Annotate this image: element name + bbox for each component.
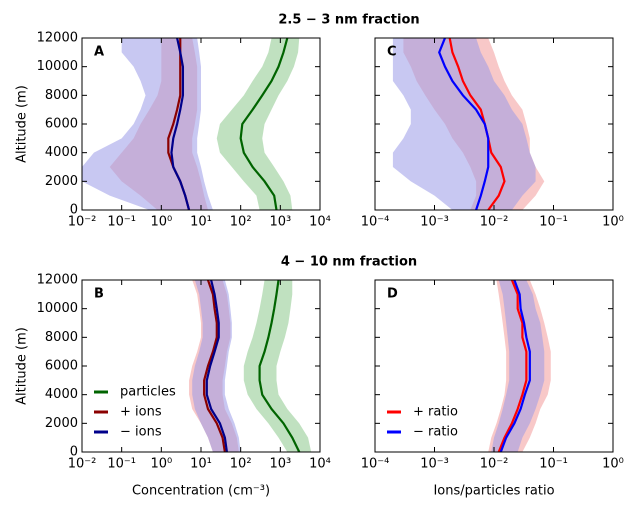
profile-line — [497, 280, 528, 452]
x-tick-label: 10⁻⁴ — [361, 215, 390, 230]
legend-label: − ratio — [413, 425, 458, 440]
legend-label: + ions — [120, 405, 162, 420]
x-tick-label: 10⁰ — [150, 215, 172, 230]
x-tick-label: 10⁻¹ — [539, 457, 568, 472]
y-tick-label: 12000 — [37, 31, 78, 46]
y-tick-label: 6000 — [45, 117, 78, 132]
x-tick-label: 10⁻² — [68, 215, 97, 230]
x-tick-label: 10⁻⁴ — [361, 457, 390, 472]
axes-frame — [374, 279, 614, 453]
x-tick-label: 10⁻² — [480, 215, 509, 230]
x-axis-label: Concentration (cm⁻³) — [132, 484, 270, 499]
x-tick-label: 10² — [230, 215, 252, 230]
x-tick-label: 10¹ — [190, 457, 212, 472]
y-tick-label: 6000 — [45, 359, 78, 374]
plot-area — [189, 280, 312, 452]
y-tick-label: 8000 — [45, 88, 78, 103]
legend-label: − ions — [120, 425, 162, 440]
y-tick-label: 4000 — [45, 387, 78, 402]
y-tick-label: 10000 — [37, 301, 78, 316]
y-tick-label: 2000 — [45, 174, 78, 189]
x-tick-label: 10¹ — [190, 215, 212, 230]
x-tick-label: 10⁻³ — [420, 457, 449, 472]
profile-line — [438, 38, 490, 210]
x-tick-label: 10⁻² — [480, 457, 509, 472]
range-band — [392, 38, 536, 210]
panel-label: B — [94, 287, 104, 302]
range-band — [82, 38, 213, 210]
y-tick-label: 12000 — [37, 273, 78, 288]
x-axis-label: Ions/particles ratio — [433, 484, 554, 499]
y-tick-label: 0 — [70, 445, 78, 460]
x-tick-label: 10⁰ — [150, 457, 172, 472]
y-axis-label: Altitude (m) — [15, 327, 30, 405]
y-tick-label: 4000 — [45, 145, 78, 160]
profile-line — [170, 38, 191, 210]
y-tick-label: 10000 — [37, 59, 78, 74]
y-axis-label: Altitude (m) — [15, 85, 30, 163]
profile-line — [203, 280, 226, 452]
x-tick-label: 10⁴ — [309, 215, 331, 230]
x-tick-label: 10³ — [269, 215, 291, 230]
profile-line — [258, 280, 301, 452]
legend-label: + ratio — [413, 405, 458, 420]
x-tick-label: 10⁻² — [68, 457, 97, 472]
x-tick-label: 10⁰ — [602, 457, 624, 472]
x-tick-label: 10² — [230, 457, 252, 472]
section-title: 4 − 10 nm fraction — [281, 255, 417, 270]
x-tick-label: 10⁻³ — [420, 215, 449, 230]
x-tick-label: 10⁻¹ — [107, 215, 136, 230]
plot-area — [488, 280, 551, 452]
range-band — [491, 280, 545, 452]
profile-line — [499, 280, 531, 452]
plot-area — [82, 38, 300, 210]
panel-label: D — [387, 287, 398, 302]
y-tick-label: 8000 — [45, 330, 78, 345]
panel-label: C — [387, 45, 397, 60]
profile-line — [239, 38, 289, 210]
range-band — [243, 280, 312, 452]
section-title: 2.5 − 3 nm fraction — [278, 13, 419, 28]
range-band — [192, 280, 241, 452]
range-band — [216, 38, 300, 210]
panel-label: A — [94, 45, 104, 60]
x-tick-label: 10⁴ — [309, 457, 331, 472]
x-tick-label: 10⁻¹ — [539, 215, 568, 230]
x-tick-label: 10⁰ — [602, 215, 624, 230]
y-tick-label: 2000 — [45, 416, 78, 431]
plot-area — [392, 38, 545, 210]
legend-label: particles — [120, 385, 176, 400]
profile-line — [205, 280, 229, 452]
y-tick-label: 0 — [70, 203, 78, 218]
x-tick-label: 10³ — [269, 457, 291, 472]
x-tick-label: 10⁻¹ — [107, 457, 136, 472]
